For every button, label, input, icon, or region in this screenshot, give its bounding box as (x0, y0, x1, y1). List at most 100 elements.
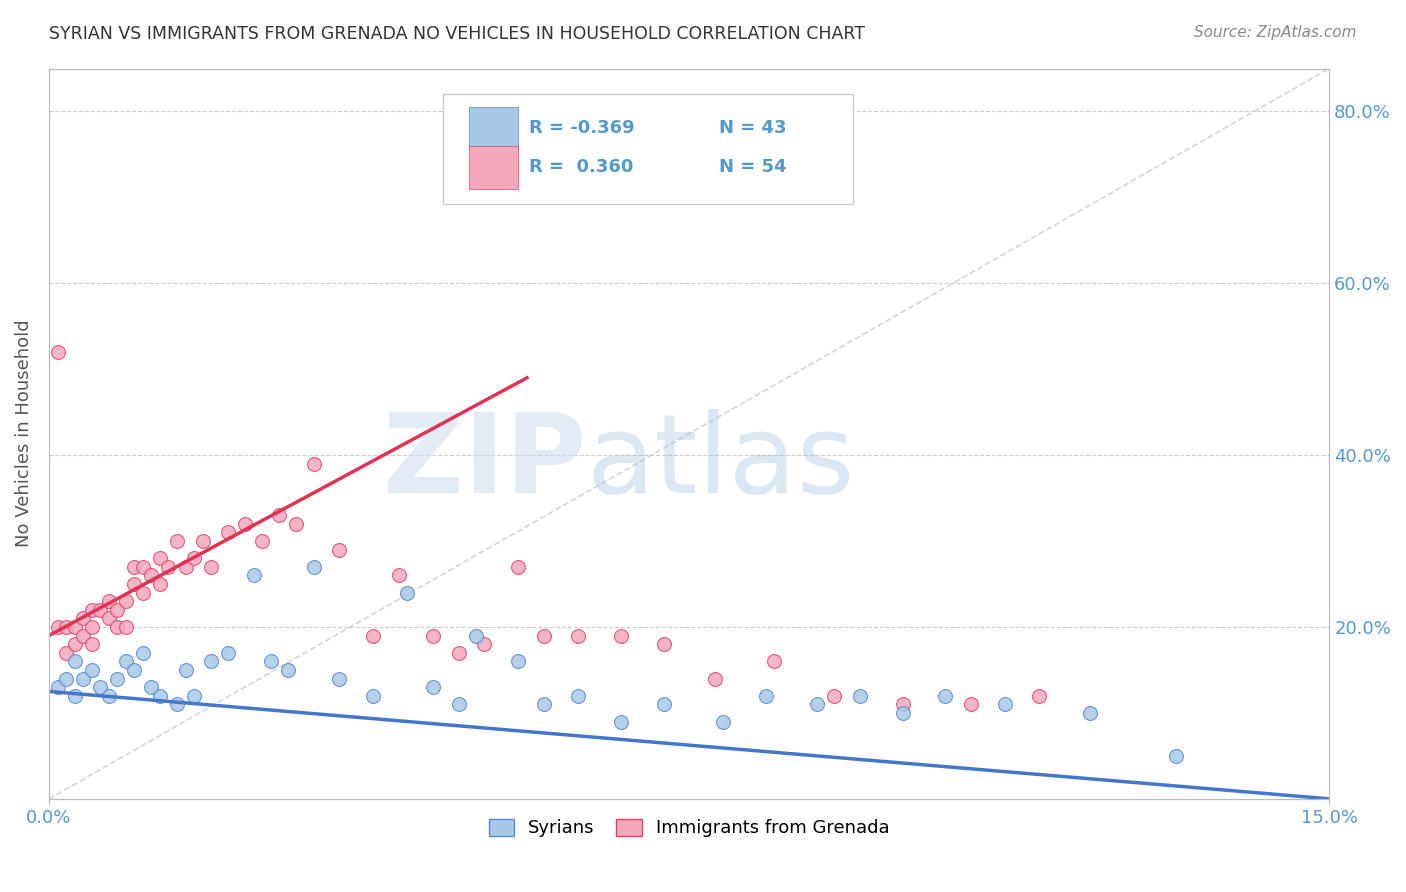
Text: SYRIAN VS IMMIGRANTS FROM GRENADA NO VEHICLES IN HOUSEHOLD CORRELATION CHART: SYRIAN VS IMMIGRANTS FROM GRENADA NO VEH… (49, 25, 865, 43)
Point (72, 629, 94, 643)
Point (363, 689, 385, 703)
Point (200, 559, 222, 574)
Point (89, 680, 111, 694)
Point (328, 672, 350, 686)
Point (63, 689, 86, 703)
Text: atlas: atlas (586, 409, 855, 516)
Point (55, 672, 77, 686)
Point (149, 577, 172, 591)
Point (124, 577, 146, 591)
Point (233, 516, 256, 531)
Point (132, 585, 155, 599)
Point (422, 680, 444, 694)
Point (508, 654, 530, 668)
Point (89, 603, 111, 617)
Point (46, 620, 69, 634)
Point (183, 551, 205, 566)
Point (97, 594, 120, 608)
Point (55, 620, 77, 634)
Point (183, 689, 205, 703)
Point (1078, 706, 1101, 720)
Point (72, 672, 94, 686)
Point (132, 646, 155, 660)
Point (260, 654, 283, 668)
Point (105, 603, 128, 617)
Point (63, 654, 86, 668)
Point (464, 629, 486, 643)
Point (302, 559, 325, 574)
Point (46, 345, 69, 359)
Point (567, 689, 589, 703)
Point (849, 689, 872, 703)
Point (302, 457, 325, 471)
Point (97, 611, 120, 625)
Point (891, 706, 914, 720)
Point (763, 654, 786, 668)
Point (124, 559, 146, 574)
Point (610, 629, 633, 643)
Point (422, 629, 444, 643)
Legend: Syrians, Immigrants from Grenada: Syrians, Immigrants from Grenada (481, 812, 897, 845)
Point (755, 689, 778, 703)
Point (703, 672, 725, 686)
FancyBboxPatch shape (470, 107, 517, 151)
Point (217, 525, 239, 540)
Point (141, 568, 163, 582)
Point (652, 637, 675, 651)
FancyBboxPatch shape (470, 146, 517, 189)
Point (149, 689, 172, 703)
Point (806, 698, 828, 712)
Point (141, 680, 163, 694)
Point (149, 551, 172, 566)
Point (508, 559, 530, 574)
Point (823, 689, 845, 703)
Text: ZIP: ZIP (384, 409, 586, 516)
Point (285, 516, 308, 531)
Point (191, 534, 214, 549)
FancyBboxPatch shape (443, 94, 853, 203)
Point (243, 568, 266, 582)
Point (105, 620, 128, 634)
Point (533, 629, 555, 643)
Point (114, 654, 136, 668)
Point (217, 646, 239, 660)
Point (994, 698, 1017, 712)
Point (174, 663, 197, 677)
Point (447, 698, 470, 712)
Point (72, 611, 94, 625)
Point (533, 698, 555, 712)
Point (63, 620, 86, 634)
Point (277, 663, 299, 677)
Point (132, 559, 155, 574)
Point (252, 534, 274, 549)
Point (80, 637, 103, 651)
Point (166, 534, 188, 549)
Point (80, 620, 103, 634)
Point (652, 698, 675, 712)
Point (124, 663, 146, 677)
Point (1164, 748, 1187, 763)
Point (80, 663, 103, 677)
Point (959, 698, 981, 712)
Point (567, 629, 589, 643)
Point (200, 654, 222, 668)
Point (472, 637, 495, 651)
Text: R = -0.369: R = -0.369 (529, 120, 634, 137)
Point (934, 689, 956, 703)
Point (396, 585, 419, 599)
Point (610, 714, 633, 729)
Point (363, 629, 385, 643)
Point (711, 714, 734, 729)
Text: N = 43: N = 43 (718, 120, 786, 137)
Text: N = 54: N = 54 (718, 158, 786, 176)
Point (80, 603, 103, 617)
Point (114, 594, 136, 608)
Point (97, 689, 120, 703)
Point (105, 672, 128, 686)
Point (269, 508, 291, 523)
Point (447, 646, 470, 660)
Point (114, 620, 136, 634)
Text: R =  0.360: R = 0.360 (529, 158, 634, 176)
Point (1028, 689, 1050, 703)
Point (46, 680, 69, 694)
